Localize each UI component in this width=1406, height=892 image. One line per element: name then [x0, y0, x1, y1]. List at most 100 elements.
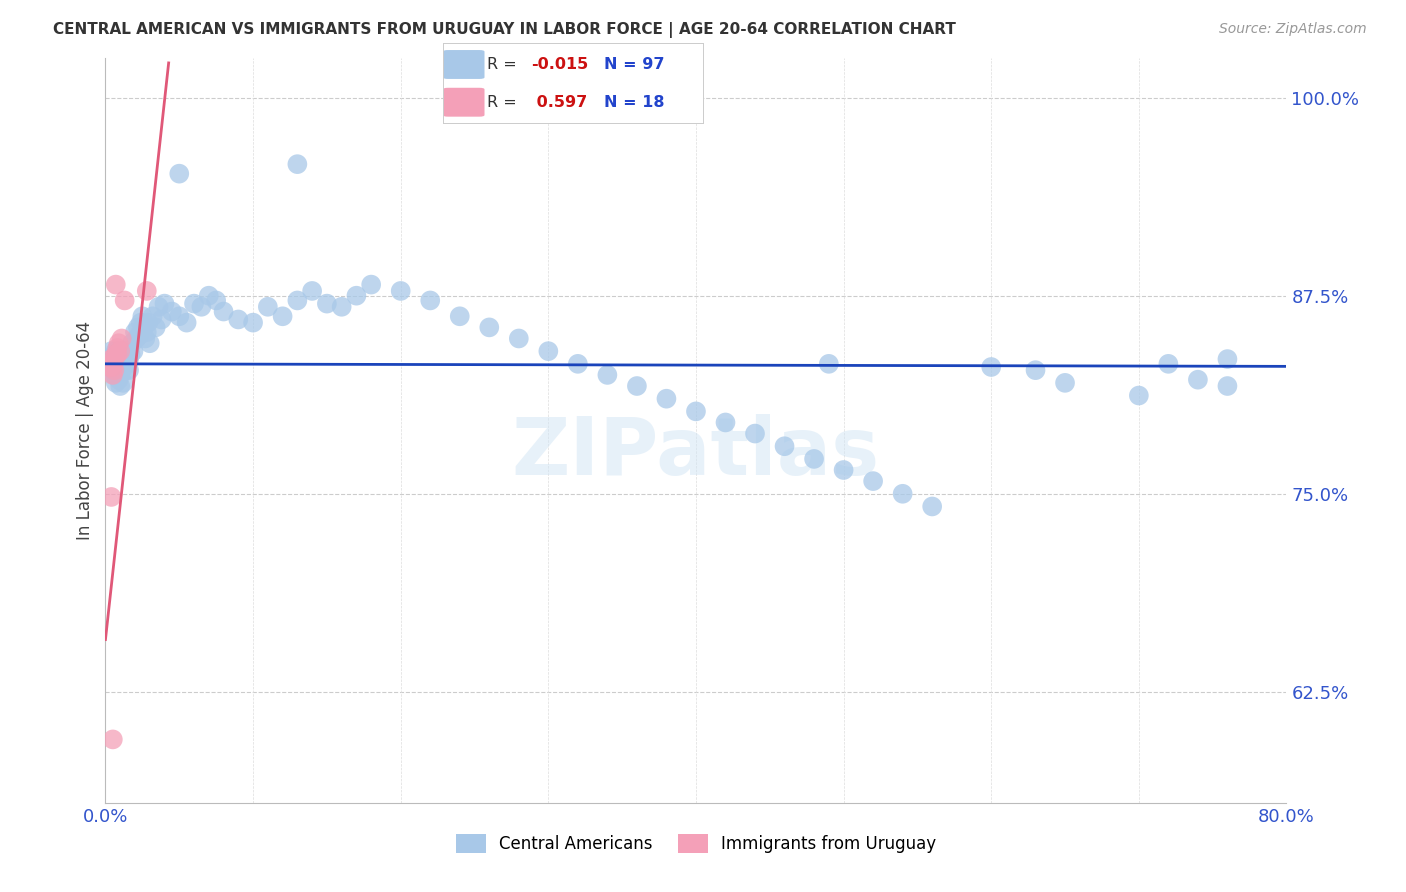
Point: [103, 363, 125, 377]
Point: [110, 379, 132, 393]
Point: [111, 352, 134, 367]
Point: [1128, 388, 1150, 402]
Point: [125, 331, 148, 345]
Point: [330, 300, 353, 314]
Point: [145, 320, 167, 334]
Point: [101, 368, 124, 382]
Point: [121, 336, 143, 351]
Point: [105, 352, 128, 367]
Point: [135, 284, 157, 298]
Text: -0.015: -0.015: [531, 57, 589, 72]
Point: [118, 363, 141, 377]
Point: [124, 325, 146, 339]
Point: [117, 357, 139, 371]
Point: [138, 336, 162, 351]
Point: [107, 373, 129, 387]
Point: [134, 331, 156, 345]
Point: [103, 347, 125, 361]
Point: [128, 328, 150, 343]
Point: [1024, 363, 1046, 377]
Point: [1157, 357, 1180, 371]
Point: [419, 293, 441, 308]
Point: [1216, 352, 1239, 367]
Point: [100, 490, 122, 504]
Point: [100, 363, 122, 377]
Point: [626, 379, 648, 393]
Point: [169, 310, 191, 324]
Point: [104, 277, 127, 292]
Text: 0.597: 0.597: [531, 95, 588, 110]
Point: [107, 347, 129, 361]
Point: [100, 352, 122, 367]
Point: [114, 347, 136, 361]
Point: [142, 310, 165, 324]
Point: [287, 157, 309, 171]
Point: [567, 357, 589, 371]
Point: [103, 368, 125, 382]
Point: [118, 352, 141, 367]
Point: [160, 304, 183, 318]
Point: [120, 347, 142, 361]
Point: [110, 355, 132, 369]
Point: [104, 347, 127, 361]
Point: [190, 300, 212, 314]
Point: [98, 359, 121, 374]
Point: [107, 359, 129, 374]
Point: [921, 500, 943, 514]
Point: [655, 392, 678, 406]
Point: [132, 320, 155, 334]
Point: [360, 277, 382, 292]
Point: [101, 732, 124, 747]
Point: [287, 293, 309, 308]
Point: [197, 288, 219, 302]
Point: [104, 344, 127, 359]
Point: [122, 344, 145, 359]
Point: [112, 344, 135, 359]
Point: [135, 325, 157, 339]
Point: [1187, 373, 1209, 387]
Point: [148, 300, 170, 314]
Point: [100, 344, 122, 359]
FancyBboxPatch shape: [443, 87, 485, 117]
Point: [212, 304, 235, 318]
Point: [596, 368, 619, 382]
Text: Source: ZipAtlas.com: Source: ZipAtlas.com: [1219, 22, 1367, 37]
Point: [101, 359, 124, 374]
Point: [1054, 376, 1077, 390]
Point: [127, 320, 149, 334]
Text: R =: R =: [486, 95, 517, 110]
Point: [257, 300, 280, 314]
Point: [449, 310, 471, 324]
Point: [114, 357, 136, 371]
Point: [980, 359, 1002, 374]
Point: [115, 352, 138, 367]
Point: [105, 341, 128, 355]
Point: [103, 352, 125, 367]
Point: [1216, 379, 1239, 393]
FancyBboxPatch shape: [443, 50, 485, 79]
Point: [117, 344, 139, 359]
Point: [115, 363, 138, 377]
Text: N = 97: N = 97: [605, 57, 665, 72]
Point: [862, 474, 884, 488]
Legend: Central Americans, Immigrants from Uruguay: Central Americans, Immigrants from Urugu…: [447, 826, 945, 862]
Point: [131, 310, 153, 324]
Point: [389, 284, 412, 298]
Point: [242, 316, 264, 330]
Text: CENTRAL AMERICAN VS IMMIGRANTS FROM URUGUAY IN LABOR FORCE | AGE 20-64 CORRELATI: CENTRAL AMERICAN VS IMMIGRANTS FROM URUG…: [53, 22, 956, 38]
Point: [136, 316, 159, 330]
Point: [101, 357, 124, 371]
Point: [803, 451, 825, 466]
Point: [129, 316, 152, 330]
Point: [891, 487, 914, 501]
Point: [301, 284, 323, 298]
Point: [685, 404, 707, 418]
Point: [101, 352, 124, 367]
Y-axis label: In Labor Force | Age 20-64: In Labor Force | Age 20-64: [76, 321, 94, 540]
Point: [153, 296, 176, 310]
Point: [773, 439, 796, 453]
Text: N = 18: N = 18: [605, 95, 665, 110]
Point: [111, 363, 134, 377]
Point: [346, 288, 368, 302]
Point: [150, 312, 173, 326]
